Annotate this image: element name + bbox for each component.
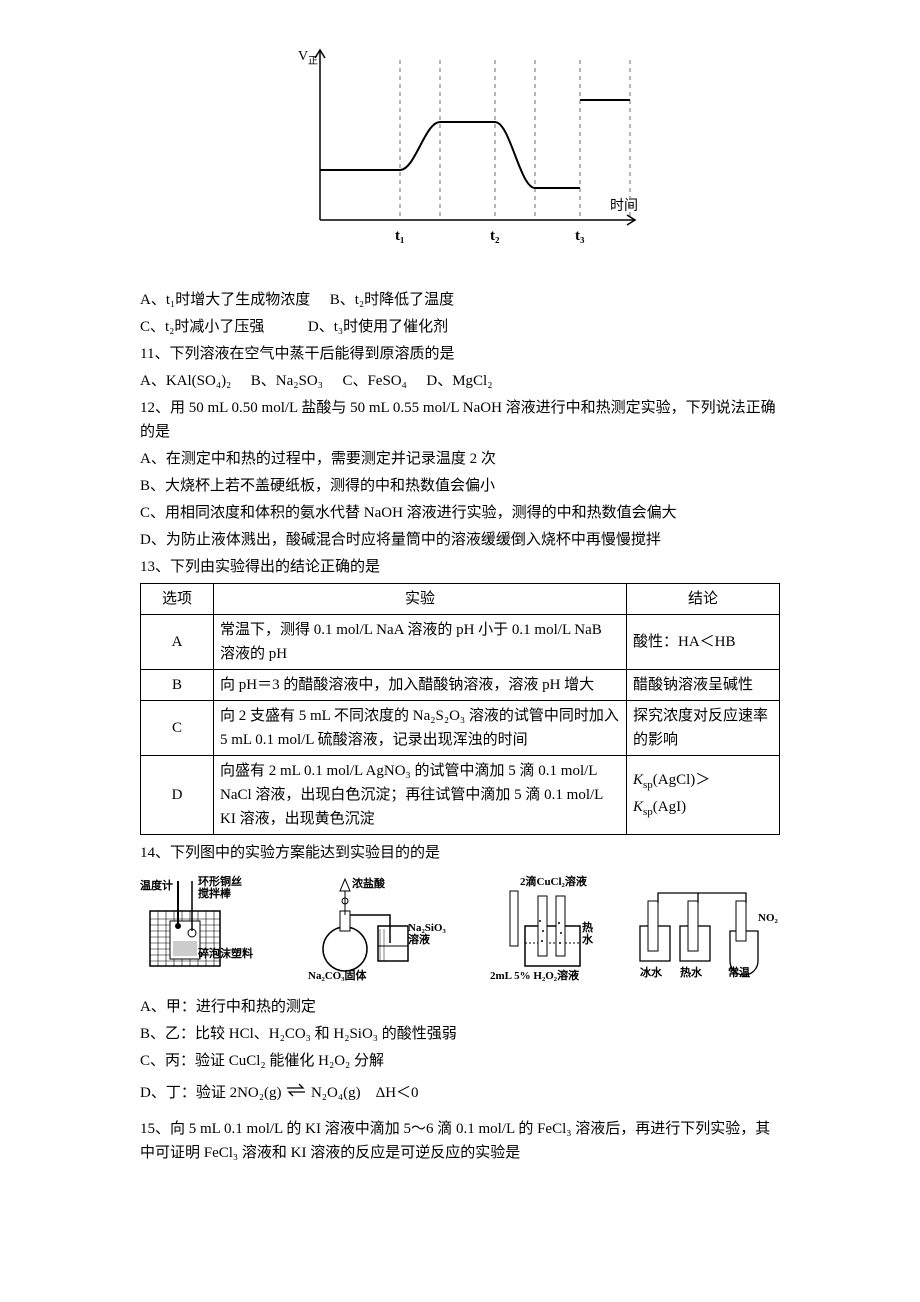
q14-diagrams: 温度计 环形铜丝 搅拌棒 碎泡沫塑料 xyxy=(140,871,780,989)
q10-C: C、t₂时减小了压强 xyxy=(140,319,264,335)
q13-D-opt: D xyxy=(141,756,214,835)
q12-D: D、为防止液体溅出，酸碱混合时应将量筒中的溶液缓缓倒入烧杯中再慢慢搅拌 xyxy=(140,528,780,552)
q12-B: B、大烧杯上若不盖硬纸板，测得的中和热数值会偏小 xyxy=(140,474,780,498)
t3-label: t₃ xyxy=(575,228,585,244)
q15-stem: 15、向 5 mL 0.1 mol/L 的 KI 溶液中滴加 5～6 滴 0.1… xyxy=(140,1117,780,1165)
q14-C: C、丙：验证 CuCl₂ 能催化 H₂O₂ 分解 xyxy=(140,1049,780,1073)
q11-C: C、FeSO₄ xyxy=(342,373,406,389)
diagram-c: 2滴CuCl₂溶液 热 水 2mL 5% H₂O₂溶液 xyxy=(490,874,594,981)
label-ice: 冰水 xyxy=(640,965,663,979)
q13-D-con: Ksp(AgCl)＞Ksp(AgI) xyxy=(627,756,780,835)
t1-label: t₁ xyxy=(395,228,405,244)
q10-options-line1: A、t₁时增大了生成物浓度 B、t₂时降低了温度 xyxy=(140,288,780,312)
q13-B-exp: 向 pH＝3 的醋酸溶液中，加入醋酸钠溶液，溶液 pH 增大 xyxy=(214,670,627,701)
q13-A-con: 酸性：HA＜HB xyxy=(627,615,780,670)
label-foam: 碎泡沫塑料 xyxy=(198,946,253,960)
q11-A: A、KAl(SO₄)₂ xyxy=(140,373,231,389)
diagram-d: 冰水 热水 常温 NO₂ xyxy=(640,893,779,979)
equil-icon xyxy=(285,1081,307,1105)
q14-D: D、丁：验证 2NO₂(g) N₂O₄(g) ΔH＜0 xyxy=(140,1081,780,1105)
label-acid: 浓盐酸 xyxy=(352,876,386,890)
label-stirrer1: 环形铜丝 xyxy=(198,874,242,888)
label-no2: NO₂ xyxy=(758,912,779,924)
rate-time-chart: V 正 时间 xyxy=(140,40,780,278)
q12-A: A、在测定中和热的过程中，需要测定并记录温度 2 次 xyxy=(140,447,780,471)
label-hot1: 热 xyxy=(582,920,593,934)
q13-h1: 选项 xyxy=(141,584,214,615)
diagram-a: 温度计 环形铜丝 搅拌棒 碎泡沫塑料 xyxy=(140,874,253,966)
q13-h2: 实验 xyxy=(214,584,627,615)
chart-svg: V 正 时间 xyxy=(280,40,640,270)
q13-D-exp: 向盛有 2 mL 0.1 mol/L AgNO₃ 的试管中滴加 5 滴 0.1 … xyxy=(214,756,627,835)
q13-C-opt: C xyxy=(141,701,214,756)
label-h2o2: 2mL 5% H₂O₂溶液 xyxy=(490,968,580,981)
q13-C-con: 探究浓度对反应速率的影响 xyxy=(627,701,780,756)
label-stirrer2: 搅拌棒 xyxy=(198,886,232,900)
label-hotwater: 热水 xyxy=(680,965,703,979)
q11-stem: 11、下列溶液在空气中蒸干后能得到原溶质的是 xyxy=(140,342,780,366)
q14-B: B、乙：比较 HCl、H₂CO₃ 和 H₂SiO₃ 的酸性强弱 xyxy=(140,1022,780,1046)
q10-options-line2: C、t₂时减小了压强 D、t₃时使用了催化剂 xyxy=(140,315,780,339)
q13-A-opt: A xyxy=(141,615,214,670)
q13-h3: 结论 xyxy=(627,584,780,615)
q10-B: B、t₂时降低了温度 xyxy=(330,292,454,308)
q13-C-exp: 向 2 支盛有 5 mL 不同浓度的 Na₂S₂O₃ 溶液的试管中同时加入 5 … xyxy=(214,701,627,756)
y-axis-label: V xyxy=(298,49,308,64)
q14-D-post: N₂O₄(g) ΔH＜0 xyxy=(311,1085,419,1101)
q10-A: A、t₁时增大了生成物浓度 xyxy=(140,292,310,308)
q13-stem: 13、下列由实验得出的结论正确的是 xyxy=(140,555,780,579)
q14-stem: 14、下列图中的实验方案能达到实验目的的是 xyxy=(140,841,780,865)
label-nasio3-2: 溶液 xyxy=(408,932,431,946)
label-hot2: 水 xyxy=(582,932,594,946)
q14-D-pre: D、丁：验证 2NO₂(g) xyxy=(140,1085,281,1101)
label-nasio3-1: Na₂SiO₃ xyxy=(408,922,446,934)
label-rt: 常温 xyxy=(728,965,750,979)
q13-A-exp: 常温下，测得 0.1 mol/L NaA 溶液的 pH 小于 0.1 mol/L… xyxy=(214,615,627,670)
q10-D: D、t₃时使用了催化剂 xyxy=(308,319,448,335)
y-axis-sub: 正 xyxy=(308,56,318,67)
q13-B-opt: B xyxy=(141,670,214,701)
label-thermo: 温度计 xyxy=(140,878,173,892)
q12-C: C、用相同浓度和体积的氨水代替 NaOH 溶液进行实验，测得的中和热数值会偏大 xyxy=(140,501,780,525)
q11-B: B、Na₂SO₃ xyxy=(251,373,323,389)
label-na2co3: Na₂CO₃固体 xyxy=(308,968,368,981)
q11-options: A、KAl(SO₄)₂ B、Na₂SO₃ C、FeSO₄ D、MgCl₂ xyxy=(140,369,780,393)
q14-A: A、甲：进行中和热的测定 xyxy=(140,995,780,1019)
q14-svg: 温度计 环形铜丝 搅拌棒 碎泡沫塑料 xyxy=(140,871,780,981)
label-cucl2: 2滴CuCl₂溶液 xyxy=(520,874,588,888)
diagram-b: 浓盐酸 Na₂SiO₃ 溶液 Na₂CO₃固体 xyxy=(308,876,446,981)
q12-stem: 12、用 50 mL 0.50 mol/L 盐酸与 50 mL 0.55 mol… xyxy=(140,396,780,444)
t2-label: t₂ xyxy=(490,228,500,244)
q11-D: D、MgCl₂ xyxy=(426,373,492,389)
q13-table: 选项 实验 结论 A 常温下，测得 0.1 mol/L NaA 溶液的 pH 小… xyxy=(140,583,780,835)
x-axis-label: 时间 xyxy=(610,198,638,214)
q13-B-con: 醋酸钠溶液呈碱性 xyxy=(627,670,780,701)
